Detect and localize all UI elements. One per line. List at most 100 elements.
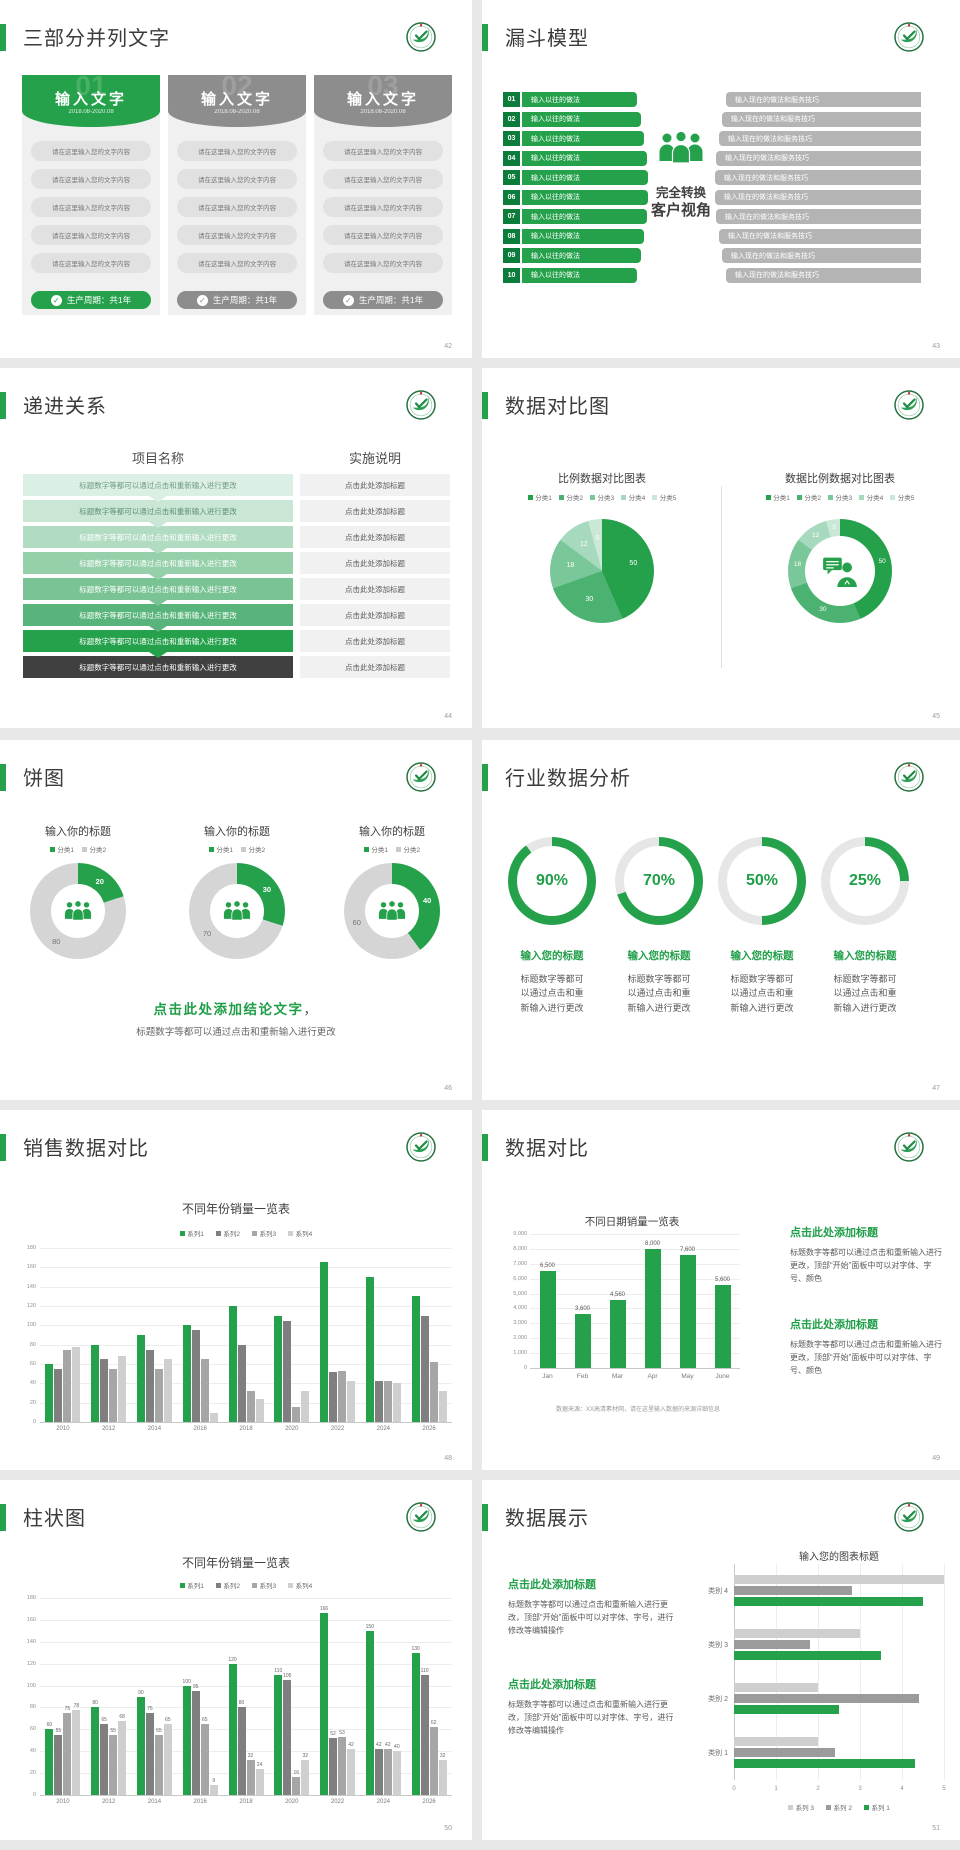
- funnel-left-bar: 输入以往的做法: [522, 248, 641, 263]
- bar-value-label: 55: [156, 1727, 162, 1734]
- x-category-label: Feb: [576, 1373, 589, 1380]
- x-category-label: 2012: [101, 1426, 116, 1432]
- slide-title: 饼图: [23, 768, 65, 790]
- ring-description: 标题数字等都可以通过点击和重新输入进行更改: [627, 974, 691, 1013]
- slide-title: 数据对比: [505, 1138, 589, 1160]
- y-tick-label: 7,000: [513, 1260, 527, 1267]
- slide-title: 三部分并列文字: [23, 28, 170, 50]
- slide-title: 数据展示: [505, 1508, 589, 1530]
- card-header: 02 输入文字 2018.08-2020.08: [168, 75, 306, 127]
- bar: [109, 1368, 118, 1422]
- bar-value-label: 16: [293, 1770, 300, 1777]
- bar-value-label: 9: [212, 1778, 216, 1785]
- y-tick-label: 0: [32, 1419, 36, 1425]
- legend-item: 分类2: [241, 844, 265, 854]
- legend-swatch: [241, 846, 246, 852]
- bar: [209, 1413, 218, 1422]
- slide-44-progressive-relation[interactable]: 递进关系 项目名称 实施说明 44 标题数字等都可以通过点击和重新输入进行更改点…: [0, 368, 472, 728]
- text-block-1: 点击此处添加标题 标题数字等都可以通过点击和重新输入进行更改，顶部“开始”面板中…: [790, 1224, 942, 1286]
- bar: [63, 1349, 72, 1422]
- funnel-left-bar: 输入以往的做法: [522, 228, 644, 244]
- slide-51-data-display[interactable]: 数据展示 点击此处添加标题 标题数字等都可以通过点击和重新输入进行更改，顶部“开…: [482, 1480, 960, 1840]
- table-column-header-project: 项目名称: [131, 451, 184, 466]
- slide-43-funnel-model[interactable]: 漏斗模型 完全转换 客户视角 43 01 输入以往的做法 02 输入以往的做法 03 输入…: [482, 0, 960, 358]
- legend-label: 系列 2: [833, 1805, 852, 1812]
- text-pill: 请在这里输入您的文字内容: [31, 253, 151, 273]
- legend-swatch: [859, 494, 865, 500]
- slide-45-data-comparison-charts[interactable]: 数据对比图 比例数据对比图表 数据比例数据对比图表 45 分类1 分类2 分类3 分类…: [482, 368, 960, 728]
- card-footer: ✓ 生产周期：共1年: [323, 291, 443, 309]
- bar-value-label: 8,000: [644, 1240, 660, 1247]
- slide-title: 递进关系: [23, 396, 107, 418]
- legend-swatch: [765, 494, 771, 500]
- slide-46-pie-charts[interactable]: 饼图 点击此处添加结论文字， 标题数字等都可以通过点击和重新输入进行更改 46 …: [0, 740, 472, 1100]
- gridline: [902, 1564, 903, 1780]
- page-number: 47: [932, 1085, 940, 1092]
- implementation-cell: 点击此处添加标题: [300, 552, 450, 574]
- slide-47-industry-data-analysis[interactable]: 行业数据分析 47 90% 输入您的标题 标题数字等都可以通过点击和重新输入进行更改…: [482, 740, 960, 1100]
- school-logo-icon: [406, 390, 436, 420]
- hbar: [734, 1683, 818, 1692]
- funnel-step-number: 04: [503, 150, 520, 166]
- card-row: 01 输入文字 2018.08-2020.08 请在这里输入您的文字内容 请在这里…: [22, 75, 452, 315]
- bar: [274, 1674, 283, 1795]
- bar-value-label: 32: [247, 1752, 254, 1759]
- bar-value-label: 52: [330, 1731, 336, 1738]
- school-logo: [894, 22, 924, 52]
- implementation-cell: 点击此处添加标题: [300, 604, 450, 626]
- bar: [45, 1729, 54, 1795]
- legend-swatch: [179, 1230, 185, 1236]
- implementation-cell: 点击此处添加标题: [300, 578, 450, 600]
- legend-swatch: [215, 1230, 221, 1236]
- card-pill-list: 请在这里输入您的文字内容 请在这里输入您的文字内容 请在这里输入您的文字内容 请在这里…: [177, 141, 297, 273]
- bar: [609, 1300, 626, 1368]
- gridline: [944, 1564, 945, 1780]
- legend-label: 系列 3: [795, 1805, 815, 1812]
- bar: [191, 1691, 200, 1795]
- legend-item: 分类5: [890, 492, 914, 502]
- hbar-chart-title: 输入您的图表标题: [799, 1552, 879, 1563]
- text-pill: 请在这里输入您的文字内容: [323, 141, 443, 161]
- pie-value-label: 12: [579, 540, 588, 548]
- bar-chart-title: 不同日期销量一览表: [584, 1216, 680, 1228]
- gridline: [734, 1564, 735, 1780]
- text-pill: 请在这里输入您的文字内容: [323, 225, 443, 245]
- y-tick-label: 9,000: [513, 1231, 527, 1237]
- funnel-right-bar: 输入现在的做法和服务技巧: [715, 170, 921, 185]
- hbar: [734, 1629, 860, 1638]
- gridline: [818, 1564, 819, 1780]
- y-tick-label: 140: [26, 1638, 36, 1645]
- bar-value-label: 7,600: [679, 1246, 695, 1253]
- bar-value-label: 110: [420, 1667, 429, 1674]
- slide-49-data-comparison[interactable]: 数据对比 不同日期销量一览表 点击此处添加标题 标题数字等都可以通过点击和重新输…: [482, 1110, 960, 1470]
- bar: [145, 1349, 154, 1422]
- gridline: [40, 1344, 452, 1346]
- progress-percent-label: 90%: [517, 846, 587, 916]
- y-tick-label: 8,000: [513, 1245, 527, 1252]
- chevron-down-notch: [149, 574, 167, 580]
- slide-48-sales-data-comparison[interactable]: 销售数据对比 不同年份销量一览表 48 0 20 40 60 80 100 120 140 16…: [0, 1110, 472, 1470]
- bar-value-label: 90: [138, 1689, 144, 1696]
- slide-50-column-chart[interactable]: 柱状图 不同年份销量一览表 50 0 20 40 60 80 100 120 140 160 18…: [0, 1480, 472, 1840]
- bar: [136, 1335, 145, 1422]
- card-date: 2018.08-2020.08: [68, 109, 114, 115]
- legend-item: 系列2: [215, 1228, 240, 1238]
- legend-label: 系列1: [187, 1583, 204, 1590]
- bar: [374, 1749, 383, 1795]
- legend-swatch: [652, 494, 658, 500]
- bar-value-label: 42: [376, 1742, 382, 1749]
- funnel-step-number: 09: [503, 248, 520, 263]
- gridline: [40, 1795, 452, 1796]
- slide-42-three-part-text[interactable]: 三部分并列文字 01 输入文字 2018.08-2020.08 请在这里输入您的…: [0, 0, 472, 358]
- y-tick-label: 40: [29, 1380, 36, 1387]
- y-tick-label: 2,000: [513, 1335, 527, 1342]
- legend-swatch: [179, 1582, 185, 1588]
- bar: [246, 1759, 255, 1795]
- bar: [45, 1364, 54, 1422]
- bar: [411, 1652, 420, 1795]
- y-tick-label: 3,000: [513, 1320, 527, 1327]
- bar-value-label: 130: [411, 1645, 420, 1652]
- gridline: [40, 1619, 452, 1621]
- block-heading: 点击此处添加标题: [790, 1319, 878, 1331]
- school-logo: [894, 1132, 924, 1162]
